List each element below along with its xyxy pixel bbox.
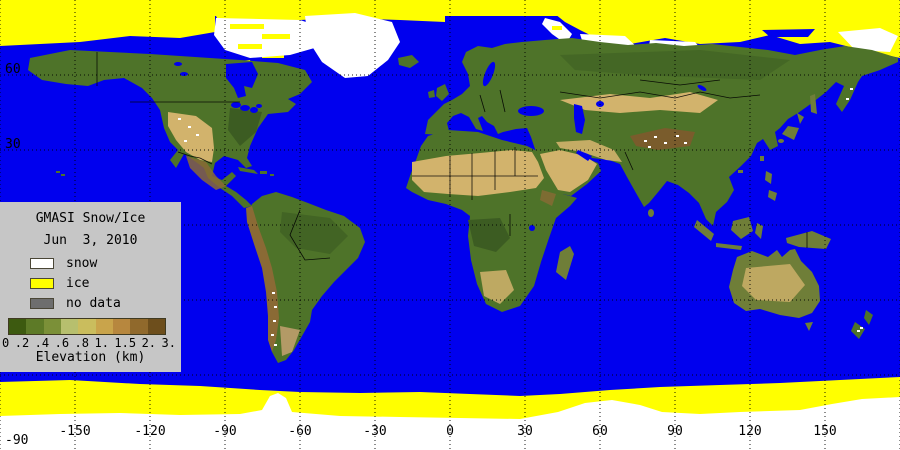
nz-snow-dots bbox=[857, 327, 863, 332]
legend-items: snow ice no data bbox=[0, 256, 181, 311]
colorbar-segment bbox=[95, 319, 113, 334]
colorbar-tick-label: .4 bbox=[34, 336, 50, 350]
sri-lanka bbox=[648, 209, 654, 217]
mexico-highlands bbox=[186, 156, 226, 190]
middle-east-desert bbox=[556, 140, 622, 162]
colorbar-tick-label: 0 bbox=[2, 336, 10, 350]
legend-panel: GMASI Snow/Ice Jun 3, 2010 snow ice no dat… bbox=[0, 202, 181, 372]
amazon-forest bbox=[280, 212, 348, 254]
himalaya-snow-dots bbox=[644, 135, 687, 148]
legend-swatch bbox=[30, 278, 54, 289]
eastern-us-forest bbox=[228, 108, 262, 146]
colorbar-segment bbox=[43, 319, 61, 334]
eurasia-seas bbox=[482, 61, 707, 161]
ireland bbox=[428, 90, 435, 98]
colorbar-tick-label: 2. bbox=[141, 336, 157, 350]
country-borders bbox=[96, 52, 808, 261]
great-lakes bbox=[231, 102, 262, 113]
kalahari-desert bbox=[480, 270, 514, 304]
colorbar-segment bbox=[26, 319, 44, 334]
kamchatka-snow-dots bbox=[846, 88, 853, 100]
andes-mountains bbox=[246, 206, 279, 352]
japan-kyushu bbox=[778, 139, 784, 143]
sumatra bbox=[694, 220, 714, 241]
baltic-sea bbox=[482, 61, 496, 87]
ethiopian-highlands bbox=[540, 190, 556, 206]
laptev-open-water bbox=[762, 29, 815, 37]
congo-forest bbox=[468, 218, 510, 252]
legend-item-label: no data bbox=[66, 296, 121, 311]
rockies-snow-dots bbox=[178, 118, 199, 142]
legend-item-snow: snow bbox=[30, 256, 181, 271]
legend-item-label: ice bbox=[66, 276, 90, 291]
black-sea bbox=[518, 106, 544, 116]
japan-honshu bbox=[782, 126, 799, 140]
patagonia-steppe bbox=[280, 326, 300, 356]
madagascar bbox=[556, 246, 574, 280]
colorbar-tick-label: 3. bbox=[161, 336, 176, 350]
colorbar-segment bbox=[9, 319, 27, 334]
european-islands bbox=[398, 55, 449, 101]
legend-date: Jun 3, 2010 bbox=[43, 233, 138, 248]
canadian-lakes bbox=[174, 62, 188, 76]
colorbar-tick-label: .2 bbox=[14, 336, 30, 350]
lake-victoria bbox=[529, 225, 535, 231]
colorbar-tick-label: 1. bbox=[94, 336, 109, 350]
great-britain bbox=[436, 84, 449, 101]
hudson-bay bbox=[226, 62, 258, 98]
legend-swatch bbox=[30, 258, 54, 269]
colorbar-segment bbox=[78, 319, 96, 334]
java bbox=[716, 243, 742, 250]
lake-baikal bbox=[697, 84, 707, 92]
colorbar-segment bbox=[130, 319, 148, 334]
antarctica-snow bbox=[0, 393, 900, 450]
legend-title: GMASI Snow/Ice bbox=[35, 211, 146, 226]
hainan bbox=[738, 170, 743, 173]
sahara-desert bbox=[412, 150, 544, 196]
colorbar-caption: Elevation (km) bbox=[35, 350, 146, 365]
andes-snow-dots bbox=[271, 292, 277, 346]
legend-swatch bbox=[30, 298, 54, 309]
philippines-mindanao bbox=[768, 190, 777, 201]
caspian-sea bbox=[574, 104, 585, 134]
legend-item-ice: ice bbox=[30, 276, 181, 291]
new-guinea bbox=[786, 231, 831, 249]
colorbar-segment bbox=[147, 319, 165, 334]
elevation-colorbar bbox=[8, 318, 166, 335]
iceland bbox=[398, 55, 419, 68]
colorbar-segment bbox=[60, 319, 79, 334]
tasmania bbox=[805, 322, 813, 331]
colorbar-tick-label: 1.5 bbox=[114, 336, 137, 350]
sulawesi bbox=[755, 223, 763, 239]
colorbar-ticks: 0 .2 .4 .6 .8 1. 1.5 2. 3. bbox=[2, 336, 176, 350]
colorbar-tick-label: .8 bbox=[74, 336, 89, 350]
legend-item-label: snow bbox=[66, 256, 98, 271]
colorbar-tick-label: .6 bbox=[54, 336, 70, 350]
philippines-luzon bbox=[765, 171, 772, 184]
rockies-desert bbox=[168, 112, 214, 162]
caribbean-islands bbox=[56, 167, 274, 176]
legend-item-no-data: no data bbox=[30, 296, 181, 311]
borneo bbox=[731, 217, 753, 239]
asian-islands bbox=[648, 94, 831, 250]
outback-desert bbox=[742, 264, 805, 302]
colorbar-segment bbox=[112, 319, 131, 334]
taiwan bbox=[760, 156, 764, 161]
persian-gulf bbox=[576, 150, 592, 161]
arabian-desert bbox=[540, 150, 597, 192]
japan-hokkaido bbox=[797, 113, 804, 124]
tibetan-plateau bbox=[630, 128, 695, 150]
sakhalin bbox=[810, 94, 817, 114]
archipelago-ice-channels bbox=[230, 24, 562, 49]
greenland-snow bbox=[305, 13, 400, 78]
